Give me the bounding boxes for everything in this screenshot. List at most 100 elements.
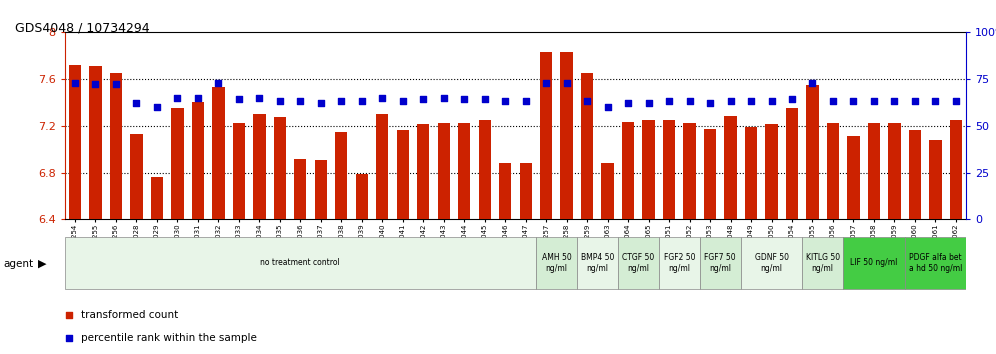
Bar: [848, 136, 860, 219]
Point: [436, 95, 452, 101]
Point: [538, 80, 554, 85]
Bar: [478, 120, 491, 219]
Point: [907, 98, 923, 104]
Point: [497, 98, 513, 104]
Bar: [130, 134, 142, 219]
Bar: [233, 123, 245, 219]
Text: FGF7 50
ng/ml: FGF7 50 ng/ml: [704, 253, 736, 273]
Bar: [663, 120, 675, 219]
Text: transformed count: transformed count: [81, 310, 178, 320]
Bar: [683, 123, 696, 219]
Point: [579, 98, 595, 104]
Point: [722, 98, 738, 104]
Point: [886, 98, 902, 104]
Bar: [335, 132, 348, 219]
Text: PDGF alfa bet
a hd 50 ng/ml: PDGF alfa bet a hd 50 ng/ml: [908, 253, 962, 273]
Text: ▶: ▶: [38, 259, 47, 269]
Point: [272, 98, 288, 104]
Text: agent: agent: [3, 259, 33, 269]
Point: [354, 98, 370, 104]
Bar: [376, 114, 388, 219]
Bar: [868, 123, 880, 219]
Bar: [741, 236, 802, 289]
Bar: [704, 129, 716, 219]
Bar: [396, 130, 409, 219]
Point: [743, 98, 759, 104]
Bar: [765, 125, 778, 219]
Bar: [700, 236, 741, 289]
Point: [374, 95, 390, 101]
Bar: [150, 177, 163, 219]
Point: [108, 81, 124, 87]
Bar: [802, 236, 844, 289]
Bar: [212, 87, 224, 219]
Point: [559, 80, 575, 85]
Bar: [356, 174, 368, 219]
Point: [927, 98, 943, 104]
Bar: [90, 66, 102, 219]
Point: [88, 81, 104, 87]
Bar: [888, 123, 900, 219]
Text: CTGF 50
ng/ml: CTGF 50 ng/ml: [622, 253, 654, 273]
Point: [681, 98, 697, 104]
Bar: [602, 163, 614, 219]
Bar: [69, 65, 81, 219]
Bar: [929, 140, 941, 219]
Bar: [499, 163, 511, 219]
Bar: [724, 116, 737, 219]
Text: KITLG 50
ng/ml: KITLG 50 ng/ml: [806, 253, 840, 273]
Bar: [171, 108, 183, 219]
Bar: [618, 236, 658, 289]
Point: [415, 97, 431, 102]
Point: [313, 100, 329, 106]
Point: [477, 97, 493, 102]
Bar: [561, 52, 573, 219]
Point: [149, 104, 165, 110]
Bar: [294, 159, 307, 219]
Point: [293, 98, 309, 104]
Text: GDNF 50
ng/ml: GDNF 50 ng/ml: [755, 253, 789, 273]
Point: [866, 98, 881, 104]
Point: [190, 95, 206, 101]
Point: [169, 95, 185, 101]
Point: [251, 95, 267, 101]
Bar: [807, 85, 819, 219]
Bar: [844, 236, 904, 289]
Point: [67, 80, 83, 85]
Point: [805, 80, 821, 85]
Bar: [642, 120, 654, 219]
Bar: [908, 130, 921, 219]
Point: [702, 100, 718, 106]
Bar: [577, 236, 618, 289]
Text: AMH 50
ng/ml: AMH 50 ng/ml: [542, 253, 572, 273]
Point: [394, 98, 410, 104]
Text: GDS4048 / 10734294: GDS4048 / 10734294: [15, 22, 149, 35]
Point: [600, 104, 616, 110]
Point: [456, 97, 472, 102]
Bar: [827, 123, 839, 219]
Text: FGF2 50
ng/ml: FGF2 50 ng/ml: [663, 253, 695, 273]
Bar: [315, 160, 327, 219]
Point: [846, 98, 862, 104]
Bar: [110, 73, 123, 219]
Point: [661, 98, 677, 104]
Bar: [950, 120, 962, 219]
Bar: [786, 108, 798, 219]
Bar: [274, 118, 286, 219]
Point: [825, 98, 841, 104]
Point: [621, 100, 636, 106]
Text: LIF 50 ng/ml: LIF 50 ng/ml: [851, 258, 897, 267]
Bar: [540, 52, 553, 219]
Bar: [904, 236, 966, 289]
Bar: [253, 114, 266, 219]
Point: [128, 100, 144, 106]
Point: [784, 97, 800, 102]
Text: no treatment control: no treatment control: [260, 258, 341, 267]
Bar: [658, 236, 700, 289]
Text: percentile rank within the sample: percentile rank within the sample: [81, 333, 257, 343]
Bar: [437, 123, 450, 219]
Bar: [458, 123, 470, 219]
Point: [62, 312, 78, 318]
Point: [948, 98, 964, 104]
Point: [231, 97, 247, 102]
